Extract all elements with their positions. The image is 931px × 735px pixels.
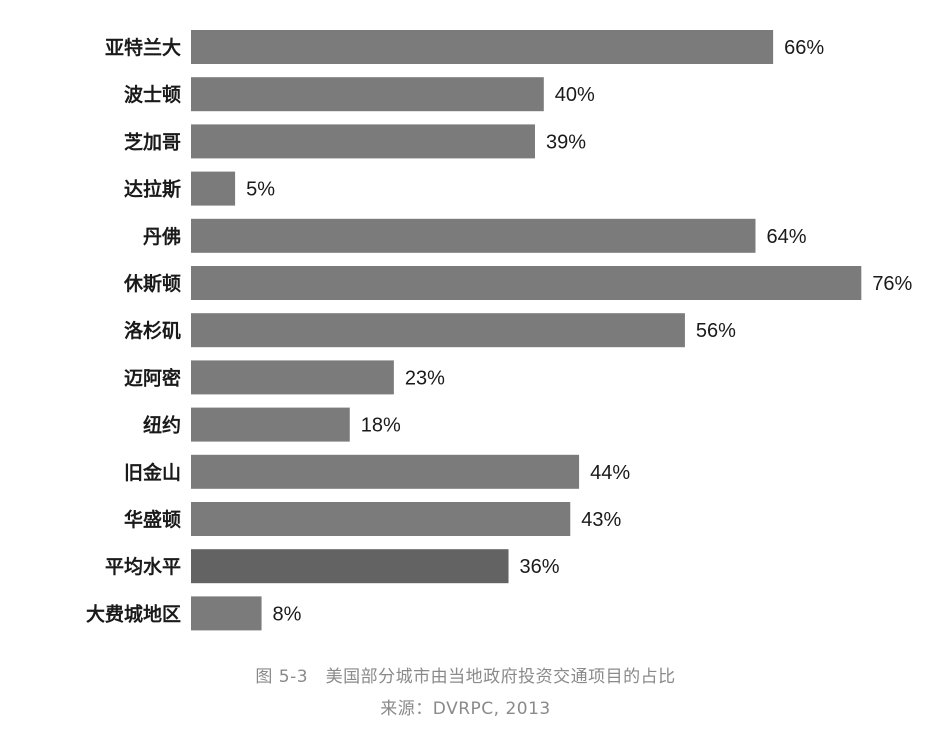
bar-10: [191, 502, 571, 536]
category-label: 平均水平: [105, 555, 181, 578]
category-label: 洛杉矶: [124, 319, 181, 342]
category-label: 休斯顿: [123, 272, 181, 295]
value-label: 36%: [520, 556, 560, 578]
figure-source: 来源：DVRPC, 2013: [380, 699, 551, 719]
category-label: 亚特兰大: [105, 36, 181, 59]
value-label: 40%: [555, 84, 595, 106]
value-label: 5%: [246, 179, 275, 201]
bar-12: [191, 596, 262, 631]
category-label: 旧金山: [124, 461, 181, 484]
bar-5: [191, 266, 862, 300]
bar-0: [191, 30, 774, 64]
category-label: 大费城地区: [86, 602, 181, 625]
value-label: 39%: [546, 131, 586, 153]
bar-7: [191, 360, 394, 395]
category-label: 波士顿: [124, 83, 181, 106]
value-label: 66%: [784, 37, 824, 59]
bar-8: [191, 407, 350, 442]
value-label: 43%: [581, 509, 621, 531]
value-label: 76%: [872, 273, 912, 295]
value-label: 8%: [273, 603, 302, 625]
bar-3: [191, 171, 236, 206]
bar-chart: 亚特兰大 66% 波士顿 40% 芝加哥 39% 达拉斯 5% 丹佛 64% 休斯顿 76% 洛杉矶 56…: [86, 30, 913, 631]
value-label: 64%: [766, 226, 806, 248]
category-label: 纽约: [143, 414, 181, 437]
bar-11: [191, 549, 509, 584]
category-label: 迈阿密: [124, 366, 181, 389]
bar-6: [191, 313, 685, 348]
value-label: 56%: [696, 320, 736, 342]
value-label: 44%: [590, 462, 630, 484]
bar-4: [191, 218, 756, 253]
category-label: 达拉斯: [124, 178, 181, 201]
bar-9: [191, 454, 580, 489]
figure-caption: 图 5-3 美国部分城市由当地政府投资交通项目的占比: [255, 667, 676, 687]
bar-1: [191, 77, 544, 112]
value-label: 18%: [361, 415, 401, 437]
category-label: 丹佛: [143, 225, 181, 248]
category-label: 芝加哥: [124, 130, 181, 153]
value-label: 23%: [405, 367, 445, 389]
category-label: 华盛顿: [124, 508, 181, 531]
bar-2: [191, 124, 535, 159]
